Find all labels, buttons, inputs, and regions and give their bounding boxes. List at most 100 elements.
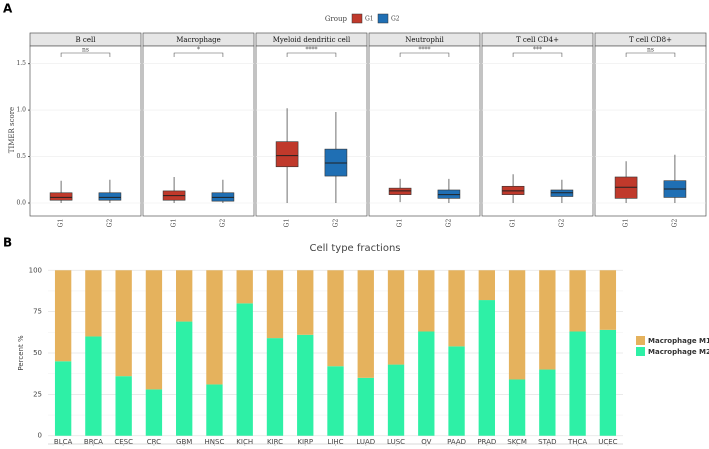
panel-label: B [3, 236, 12, 250]
bar-segment [478, 270, 495, 301]
facet-title: T cell CD8+ [629, 36, 672, 44]
facet-title: B cell [76, 36, 97, 44]
bar-segment [599, 270, 617, 330]
x-tick-label: G2 [558, 219, 565, 228]
x-tick-label: PRAD [477, 438, 496, 446]
bar-segment [206, 384, 223, 436]
x-tick-label: G2 [219, 219, 226, 228]
bar-segment [508, 270, 526, 380]
significance-bracket [399, 52, 450, 57]
x-tick-label: STAD [538, 438, 556, 446]
bar-segment [176, 270, 193, 322]
legend-swatch [377, 13, 389, 24]
y-tick-label: 50 [33, 349, 42, 357]
legend-label: Macrophage M1 [648, 337, 709, 345]
facet-title: T cell CD4+ [516, 36, 559, 44]
y-tick-label: 0.0 [16, 199, 26, 206]
x-tick-label: G1 [623, 219, 630, 228]
y-axis-label: TIMER score [8, 107, 16, 153]
bar-segment [599, 329, 617, 436]
legend-swatch [351, 13, 363, 24]
bar-segment [448, 270, 465, 347]
x-tick-label: PAAD [447, 438, 466, 446]
significance-label: *** [533, 47, 542, 54]
bar-segment [115, 376, 132, 436]
significance-bracket [286, 52, 337, 57]
bar-segment [85, 270, 102, 337]
bar-segment [145, 389, 163, 436]
y-tick-label: 0.5 [16, 153, 26, 160]
facet-title: Myeloid dendritic cell [273, 36, 351, 44]
significance-bracket [173, 52, 224, 57]
bar-segment [418, 270, 435, 332]
x-tick-label: G1 [284, 219, 291, 228]
facet-panel [255, 45, 368, 217]
bar-segment [115, 270, 132, 377]
y-tick-label: 0 [38, 432, 42, 440]
bar-segment [569, 270, 586, 332]
legend-label: Macrophage M2 [648, 348, 709, 356]
x-tick-label: GBM [176, 438, 192, 446]
bar-segment [54, 270, 72, 362]
significance-label: ns [82, 47, 89, 54]
x-tick-label: G2 [106, 219, 113, 228]
x-tick-label: OV [421, 438, 431, 446]
facet-panel [594, 45, 707, 217]
significance-label: ns [647, 47, 654, 54]
bar-segment [448, 346, 465, 436]
bar-segment [236, 303, 253, 436]
x-tick-label: HNSC [205, 438, 225, 446]
bar-segment [327, 270, 344, 367]
x-tick-label: LIHC [327, 438, 343, 446]
bar-segment [206, 270, 223, 385]
x-tick-label: G1 [58, 219, 65, 228]
facet-panel [368, 45, 481, 217]
facet-title: Macrophage [176, 36, 221, 44]
x-tick-label: G2 [445, 219, 452, 228]
x-tick-label: G2 [332, 219, 339, 228]
x-tick-label: G1 [397, 219, 404, 228]
significance-label: **** [306, 47, 318, 54]
legend-swatch [636, 347, 645, 356]
bar-segment [387, 364, 405, 436]
panel-label: A [3, 2, 13, 16]
significance-bracket [512, 52, 563, 57]
box [49, 192, 73, 201]
bar-segment [508, 379, 526, 436]
significance-label: **** [419, 47, 431, 54]
x-tick-label: KIRP [297, 438, 313, 446]
bar-segment [266, 338, 284, 436]
x-tick-label: SKCM [507, 438, 527, 446]
bar-segment [297, 270, 314, 335]
y-tick-label: 75 [33, 308, 42, 316]
x-tick-label: BRCA [84, 438, 103, 446]
bar-segment [327, 366, 344, 436]
x-tick-label: LUAD [356, 438, 375, 446]
legend-swatch [636, 336, 645, 345]
y-tick-label: 1.0 [16, 107, 26, 114]
significance-label: * [197, 47, 200, 54]
box [98, 192, 122, 201]
bar-segment [145, 270, 163, 390]
chart-title: Cell type fractions [309, 243, 400, 254]
x-tick-label: KICH [236, 438, 253, 446]
y-tick-label: 1.5 [16, 60, 26, 67]
legend-label: G1 [365, 16, 374, 23]
x-tick-label: UCEC [598, 438, 617, 446]
x-tick-label: THCA [567, 438, 587, 446]
x-tick-label: G2 [671, 219, 678, 228]
bar-segment [266, 270, 284, 339]
legend-title: Group [325, 15, 348, 23]
y-tick-label: 100 [29, 266, 42, 274]
bar-segment [176, 321, 193, 436]
x-tick-label: KIRC [267, 438, 283, 446]
x-tick-label: LUSC [387, 438, 405, 446]
x-tick-label: BLCA [54, 438, 73, 446]
bar-segment [236, 270, 253, 304]
facet-panel [142, 45, 255, 217]
significance-bracket [60, 52, 111, 57]
facet-panel [29, 45, 142, 217]
significance-bracket [625, 52, 676, 57]
bar-segment [54, 361, 72, 436]
